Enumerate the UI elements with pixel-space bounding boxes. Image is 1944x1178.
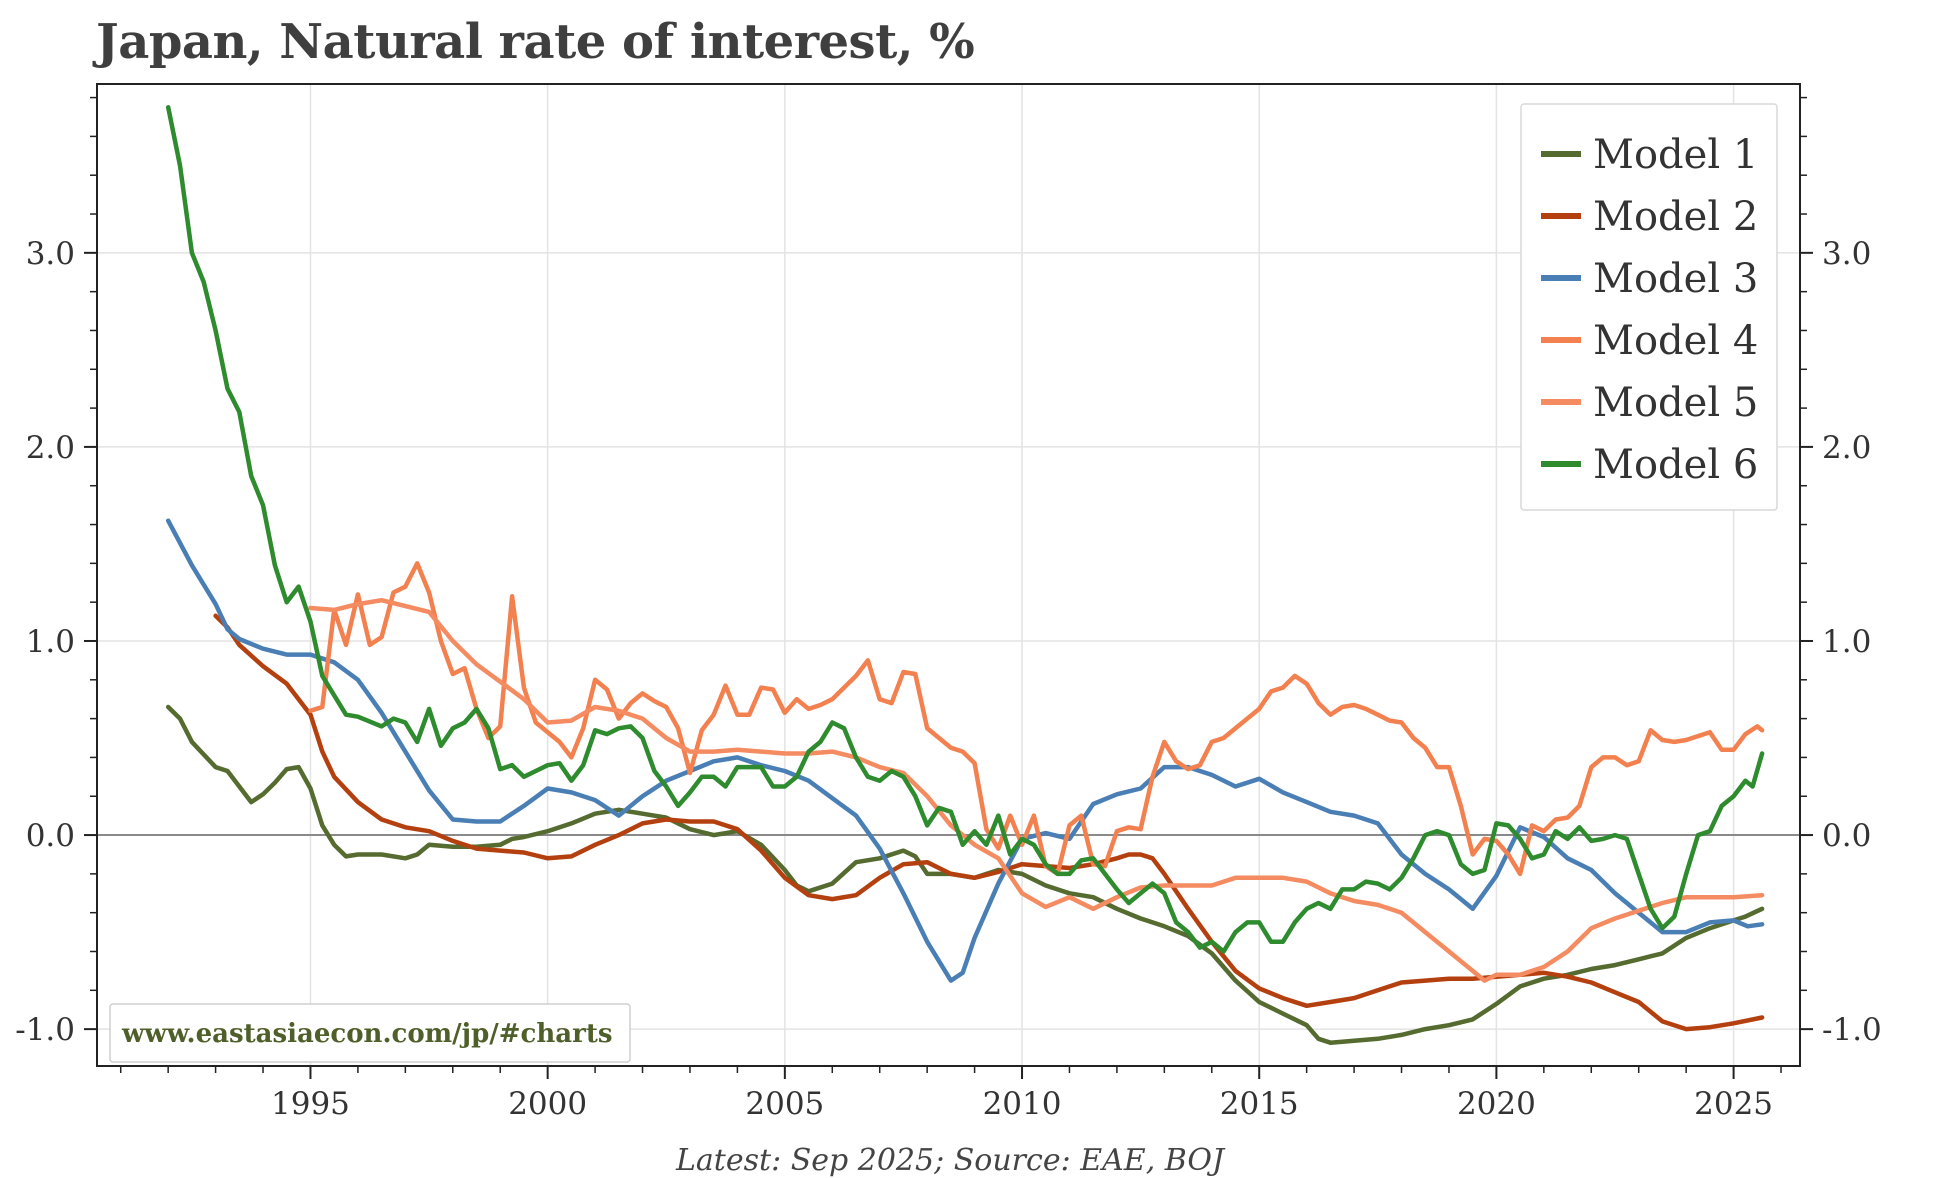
legend-label[interactable]: Model 3 [1593, 256, 1758, 302]
y-tick-label-right: 1.0 [1822, 624, 1871, 660]
source-note: Latest: Sep 2025; Source: EAE, BOJ [675, 1143, 1226, 1178]
y-tick-label-right: 2.0 [1822, 430, 1871, 466]
series-line-model-3 [165, 518, 1765, 983]
series-line-model-2 [213, 613, 1765, 1032]
series-line-model-4 [308, 561, 1765, 877]
legend-label[interactable]: Model 5 [1593, 380, 1758, 426]
y-tick-label-right: 0.0 [1822, 818, 1871, 854]
x-tick-label: 2015 [1220, 1086, 1299, 1122]
watermark-frame [109, 1003, 631, 1063]
series-line-model-6 [165, 105, 1765, 954]
legend-frame [1520, 103, 1778, 511]
plot-frame [96, 83, 1801, 1067]
legend-label[interactable]: Model 2 [1593, 194, 1758, 240]
y-tick-label-right: -1.0 [1822, 1012, 1882, 1048]
x-tick-label: 2010 [983, 1086, 1062, 1122]
watermark-box[interactable]: www.eastasiaecon.com/jp/#charts [109, 1003, 631, 1063]
y-tick-label-left: 0.0 [26, 818, 75, 854]
series-layer [165, 105, 1765, 1045]
series-line-model-1 [165, 704, 1765, 1045]
y-tick-label-left: 2.0 [26, 430, 75, 466]
y-tick-label-left: 3.0 [26, 236, 75, 272]
x-tick-label: 1995 [271, 1086, 350, 1122]
x-tick-label: 2020 [1457, 1086, 1536, 1122]
series-line-model-5 [308, 597, 1765, 983]
legend-label[interactable]: Model 4 [1593, 318, 1758, 364]
x-tick-label: 2025 [1694, 1086, 1773, 1122]
y-tick-label-left: -1.0 [15, 1012, 75, 1048]
legend-label[interactable]: Model 1 [1593, 132, 1758, 178]
legend[interactable]: Model 1 Model 2 Model 3 Model 4 Model 5 Model… [1520, 103, 1778, 511]
y-tick-label-left: 1.0 [26, 624, 75, 660]
legend-label[interactable]: Model 6 [1593, 442, 1758, 488]
chart-title: Japan, Natural rate of interest, % [96, 14, 975, 70]
x-tick-label: 2000 [508, 1086, 587, 1122]
watermark-link[interactable]: www.eastasiaecon.com/jp/#charts [121, 1019, 612, 1049]
y-tick-label-right: 3.0 [1822, 236, 1871, 272]
x-tick-label: 2005 [745, 1086, 824, 1122]
tick-layer: 1995 2000 2005 2010 2015 2020 2025 -1.0 -1.0 0.0 0… [15, 96, 1882, 1122]
